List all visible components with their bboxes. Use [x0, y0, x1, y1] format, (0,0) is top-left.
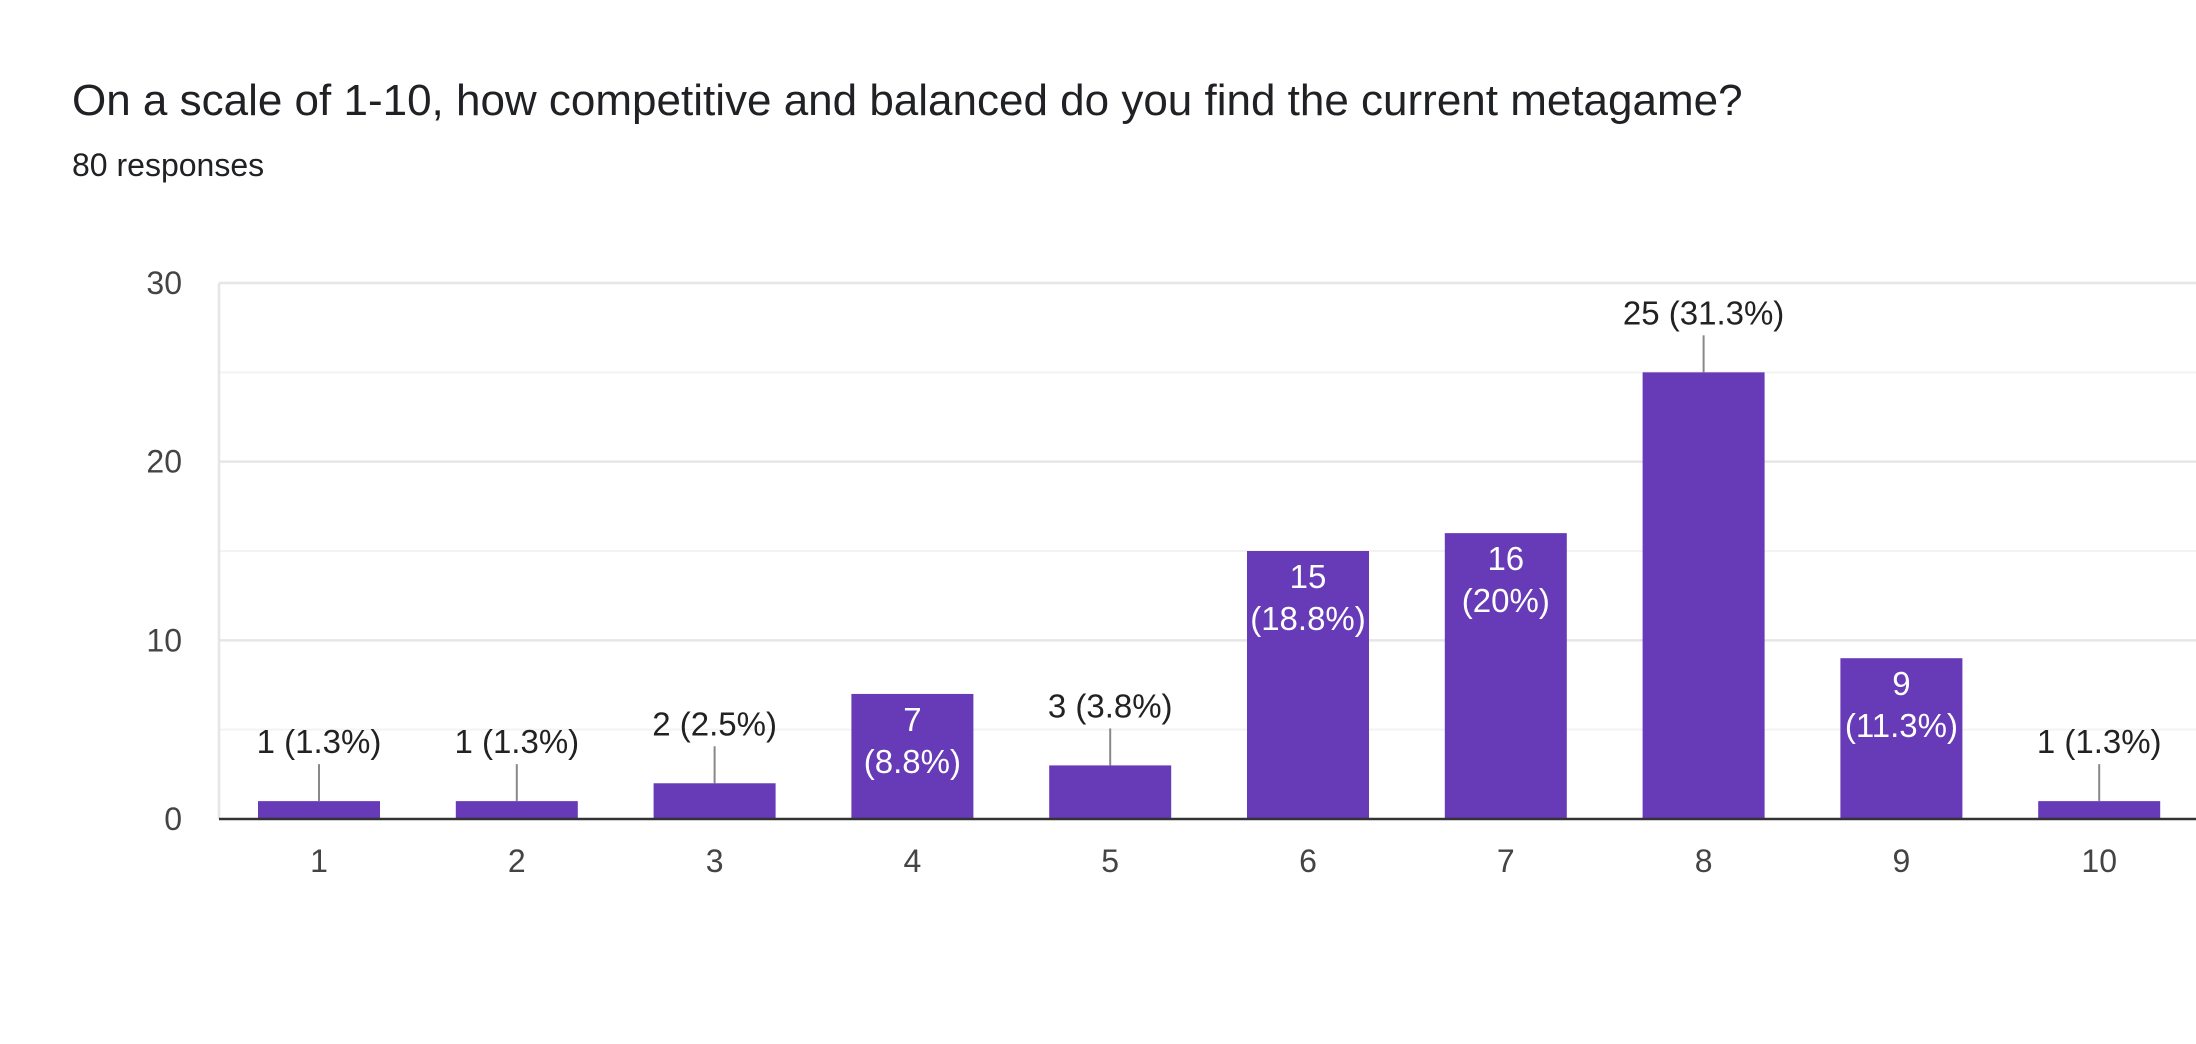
- x-tick-label: 2: [508, 843, 526, 879]
- x-tick-label: 9: [1893, 843, 1911, 879]
- data-label: 16 (20%): [1462, 540, 1550, 619]
- x-tick-label: 10: [2081, 843, 2117, 879]
- bar: [1444, 533, 1567, 819]
- question-title: On a scale of 1-10, how competitive and …: [72, 76, 1743, 125]
- data-label: 3 (3.8%): [1048, 687, 1173, 724]
- y-tick-label: 20: [146, 444, 182, 480]
- y-axis-ticks: 0 10 20 30: [146, 265, 182, 837]
- data-label: 7 (8.8%): [864, 701, 961, 780]
- bar: [851, 693, 974, 819]
- data-label: 2 (2.5%): [652, 705, 777, 742]
- y-tick-label: 10: [146, 622, 182, 658]
- data-label: 1 (1.3%): [454, 723, 579, 760]
- data-label: 9 (11.3%): [1845, 665, 1958, 744]
- bars: [258, 372, 2161, 819]
- x-tick-label: 8: [1695, 843, 1713, 879]
- bar: [1840, 658, 1963, 819]
- response-count: 80 responses: [72, 147, 265, 183]
- data-labels: 1 (1.3%) 1 (1.3%) 2 (2.5%) 7 (8.8%) 3 (3.8%) 1…: [257, 294, 2162, 780]
- bar: [455, 801, 578, 819]
- x-tick-label: 7: [1497, 843, 1515, 879]
- gridlines: [217, 281, 2196, 819]
- x-tick-label: 5: [1101, 843, 1119, 879]
- x-tick-label: 4: [904, 843, 922, 879]
- y-tick-label: 30: [146, 265, 182, 301]
- bar: [1642, 372, 1765, 819]
- x-tick-label: 3: [706, 843, 724, 879]
- x-axis-ticks: 1 2 3 4 5 6 7 8 9 10: [310, 843, 2117, 879]
- x-tick-label: 1: [310, 843, 328, 879]
- y-tick-label: 0: [164, 801, 182, 837]
- bar: [1049, 765, 1172, 819]
- x-tick-label: 6: [1299, 843, 1317, 879]
- bar: [1247, 551, 1369, 819]
- label-leaders: [318, 335, 2101, 802]
- data-label: 15 (18.8%): [1250, 558, 1366, 637]
- data-label: 1 (1.3%): [257, 723, 382, 760]
- bar: [2038, 801, 2161, 819]
- data-label: 25 (31.3%): [1623, 294, 1784, 331]
- bar: [653, 783, 776, 819]
- data-label: 1 (1.3%): [2037, 723, 2162, 760]
- bar: [258, 801, 380, 819]
